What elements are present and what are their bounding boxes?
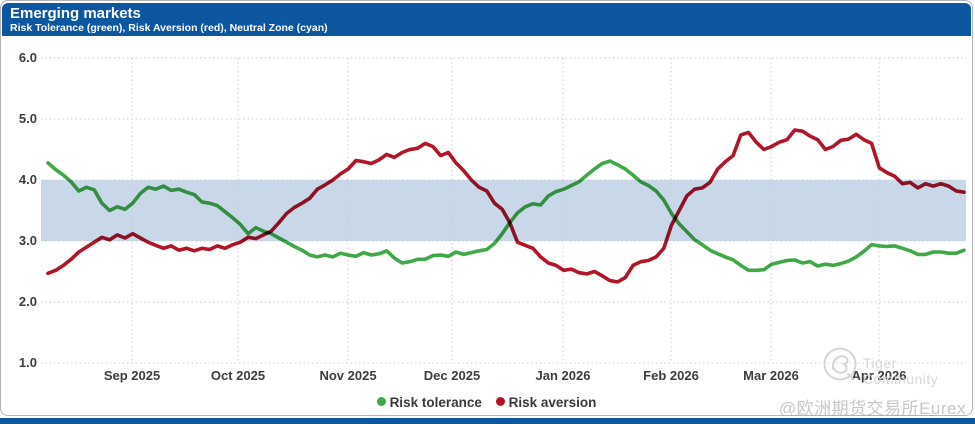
x-tick-label: Nov 2025	[319, 368, 377, 383]
legend-item-risk-aversion: Risk aversion	[495, 395, 597, 410]
tiger-community-logo-icon	[821, 345, 861, 390]
x-tick-label: Mar 2026	[743, 368, 799, 383]
x-tick-label: Oct 2025	[210, 368, 266, 383]
chart-plot-area: 6.0 5.0 4.0 3.0 2.0 1.0 Sep 2025 Oct 2025 Nov 2…	[1, 1, 972, 415]
x-tick-label: Dec 2025	[423, 368, 481, 383]
chart-legend: Risk tolerance Risk aversion	[1, 395, 972, 410]
x-tick-label: Feb 2026	[643, 368, 699, 383]
chart-header: Emerging markets Risk Tolerance (green),…	[2, 3, 971, 36]
x-tick-label: Sep 2025	[103, 368, 161, 383]
chart-title: Emerging markets	[10, 5, 141, 22]
y-tick-label: 6.0	[18, 50, 37, 65]
y-tick-label: 2.0	[18, 294, 37, 309]
y-tick-label: 1.0	[18, 355, 37, 370]
y-tick-label: 5.0	[18, 111, 37, 126]
y-tick-label: 3.0	[18, 233, 37, 248]
risk-tolerance-line	[46, 159, 966, 273]
y-tick-label: 4.0	[18, 172, 37, 187]
risk-lines-chart	[41, 57, 966, 364]
legend-label-risk-aversion: Risk aversion	[508, 395, 597, 410]
bottom-blue-bar	[0, 418, 975, 424]
risk-tolerance-dot-icon	[376, 397, 386, 406]
legend-label-risk-tolerance: Risk tolerance	[389, 395, 482, 410]
chart-widget: Emerging markets Risk Tolerance (green),…	[0, 0, 973, 416]
risk-aversion-line	[46, 128, 966, 284]
x-tick-label: Apr 2026	[851, 368, 907, 383]
eurex-handle-watermark: @欧洲期货交易所Eurex	[778, 399, 966, 416]
x-tick-label: Jan 2026	[535, 368, 591, 383]
risk-aversion-dot-icon	[495, 397, 505, 406]
legend-item-risk-tolerance: Risk tolerance	[376, 395, 482, 410]
chart-subtitle: Risk Tolerance (green), Risk Aversion (r…	[10, 22, 328, 34]
tiger-community-watermark: Tiger Community	[863, 355, 939, 387]
